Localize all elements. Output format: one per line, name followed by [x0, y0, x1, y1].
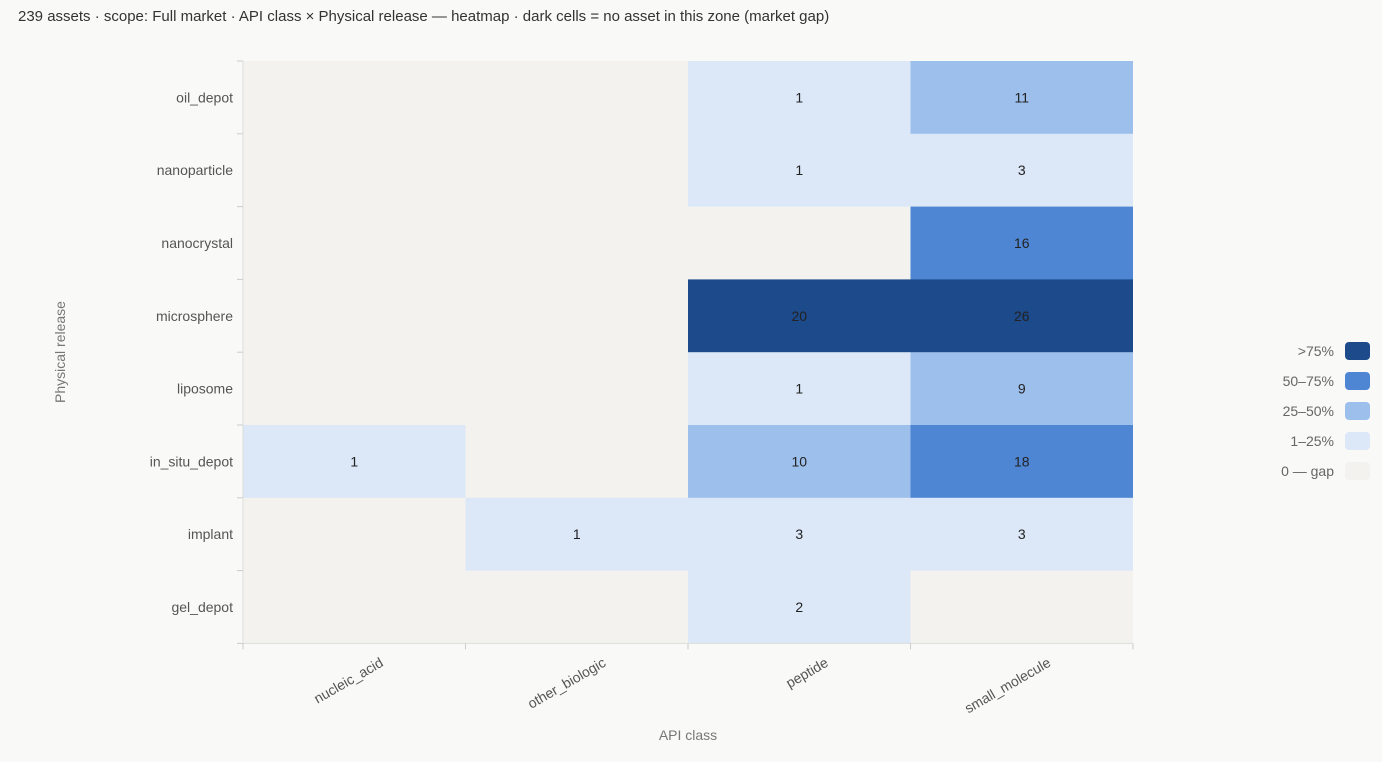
cell-value-label: 1 [350, 453, 358, 469]
heatmap-cell [465, 425, 688, 499]
heatmap-cell [465, 133, 688, 207]
heatmap-cell [465, 61, 688, 135]
x-tick-label: other_biologic [525, 654, 608, 711]
heatmap-cell [910, 497, 1133, 571]
legend-item: >75% [1250, 336, 1370, 366]
y-tick-label: nanocrystal [161, 235, 233, 251]
heatmap-cell [910, 570, 1133, 644]
heatmap-cell [688, 497, 911, 571]
heatmap-cell [465, 497, 688, 571]
heatmap-cell [243, 570, 466, 644]
cell-value-label: 1 [795, 381, 803, 397]
cell-value-label: 3 [1018, 162, 1026, 178]
legend-item: 25–50% [1250, 396, 1370, 426]
heatmap-cell [910, 206, 1133, 280]
x-tick-label: peptide [783, 654, 831, 691]
cell-value-label: 18 [1014, 453, 1030, 469]
y-tick-label: gel_depot [171, 599, 233, 615]
heatmap-cell [243, 133, 466, 207]
heatmap-cell [910, 352, 1133, 426]
heatmap-cell [910, 133, 1133, 207]
cell-value-label: 26 [1014, 308, 1030, 324]
heatmap-cell [465, 206, 688, 280]
legend-label: 1–25% [1290, 433, 1334, 449]
heatmap-cell [688, 206, 911, 280]
cell-value-label: 10 [791, 453, 807, 469]
heatmap-cell [688, 425, 911, 499]
legend-label: 25–50% [1282, 403, 1334, 419]
legend-label: 0 — gap [1281, 463, 1334, 479]
heatmap-cell [688, 61, 911, 135]
y-axis-title: Physical release [52, 301, 68, 403]
chart-summary: 239 assets · scope: Full market · API cl… [18, 8, 830, 25]
cell-value-label: 2 [795, 599, 803, 615]
heatmap-cell [243, 497, 466, 571]
heatmap-cell [243, 206, 466, 280]
y-tick-label: implant [188, 526, 233, 542]
y-tick-label: in_situ_depot [150, 453, 233, 469]
heatmap-cell [688, 352, 911, 426]
heatmap-cell [910, 61, 1133, 135]
cell-value-label: 16 [1014, 235, 1030, 251]
y-tick-label: nanoparticle [157, 162, 233, 178]
heatmap-cell [243, 352, 466, 426]
y-tick-label: liposome [177, 381, 233, 397]
heatmap-cell [243, 425, 466, 499]
x-tick-label: nucleic_acid [311, 654, 386, 706]
heatmap-cell [910, 279, 1133, 353]
legend-item: 50–75% [1250, 366, 1370, 396]
cell-value-label: 9 [1018, 381, 1026, 397]
cell-value-label: 3 [795, 526, 803, 542]
x-tick-label: small_molecule [962, 654, 1054, 716]
heatmap-cell [465, 279, 688, 353]
legend-item: 1–25% [1250, 426, 1370, 456]
heatmap-cell [688, 570, 911, 644]
y-tick-label: oil_depot [176, 89, 233, 105]
heatmap-cell [688, 133, 911, 207]
heatmap-cell [688, 279, 911, 353]
legend-label: 50–75% [1282, 373, 1334, 389]
cell-value-label: 1 [795, 89, 803, 105]
legend-swatch [1345, 462, 1370, 480]
cell-value-label: 1 [795, 162, 803, 178]
heatmap-legend: >75% 50–75% 25–50% 1–25% 0 — gap [1250, 336, 1370, 486]
x-axis-title: API class [659, 727, 717, 743]
cell-value-label: 3 [1018, 526, 1026, 542]
cell-value-label: 1 [573, 526, 581, 542]
heatmap-cell [465, 570, 688, 644]
y-tick-label: microsphere [156, 308, 233, 324]
legend-swatch [1345, 342, 1370, 360]
legend-item: 0 — gap [1250, 456, 1370, 486]
legend-swatch [1345, 402, 1370, 420]
cell-value-label: 20 [791, 308, 807, 324]
cell-value-label: 11 [1014, 89, 1029, 105]
legend-swatch [1345, 372, 1370, 390]
heatmap-cell [243, 61, 466, 135]
heatmap-cell [910, 425, 1133, 499]
heatmap-cell [465, 352, 688, 426]
heatmap-cell [243, 279, 466, 353]
legend-swatch [1345, 432, 1370, 450]
legend-label: >75% [1297, 343, 1334, 359]
